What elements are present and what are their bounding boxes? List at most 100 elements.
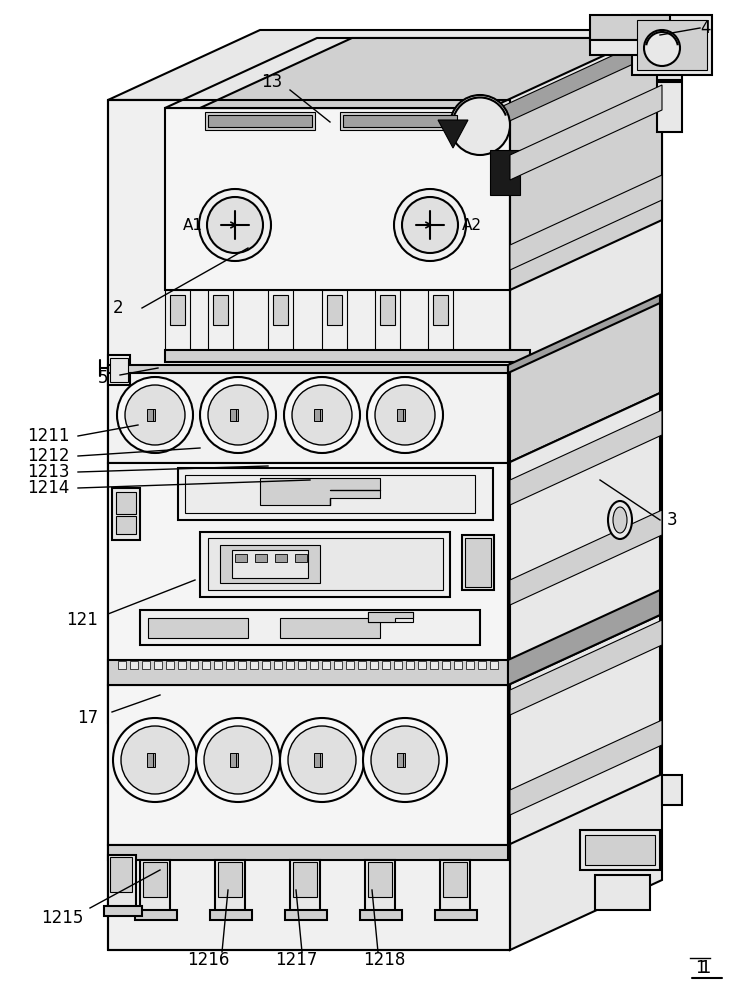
Polygon shape xyxy=(508,590,660,685)
Bar xyxy=(190,661,198,669)
Polygon shape xyxy=(510,38,662,290)
Bar xyxy=(632,15,712,75)
Circle shape xyxy=(375,385,435,445)
Text: 1: 1 xyxy=(700,959,712,977)
Bar xyxy=(327,295,342,325)
Bar xyxy=(298,661,306,669)
Bar xyxy=(165,350,530,362)
Bar xyxy=(368,862,392,897)
Text: 2: 2 xyxy=(113,299,123,317)
Bar xyxy=(490,661,498,669)
Polygon shape xyxy=(490,42,642,130)
Bar xyxy=(360,910,402,920)
Bar xyxy=(140,610,480,645)
Polygon shape xyxy=(438,120,468,148)
Bar xyxy=(397,409,405,421)
Bar xyxy=(262,661,270,669)
Bar xyxy=(110,358,128,382)
Text: 1211: 1211 xyxy=(27,427,69,445)
Bar xyxy=(143,862,167,897)
Bar xyxy=(108,368,508,463)
Circle shape xyxy=(644,30,680,66)
Bar xyxy=(346,661,354,669)
Bar xyxy=(334,661,342,669)
Bar xyxy=(140,860,170,915)
Bar xyxy=(210,910,252,920)
Polygon shape xyxy=(108,30,662,100)
Bar xyxy=(580,830,660,870)
Bar xyxy=(147,409,155,421)
Bar xyxy=(443,862,467,897)
Bar xyxy=(112,488,140,540)
Bar xyxy=(108,100,510,950)
Bar xyxy=(142,661,150,669)
Bar xyxy=(213,295,228,325)
Bar xyxy=(340,112,460,130)
Polygon shape xyxy=(368,612,413,622)
Bar xyxy=(285,910,327,920)
Polygon shape xyxy=(510,720,662,815)
Bar xyxy=(208,290,233,355)
Polygon shape xyxy=(165,38,662,108)
Circle shape xyxy=(288,726,356,794)
Bar xyxy=(255,554,267,562)
Polygon shape xyxy=(662,775,682,805)
Bar xyxy=(226,661,234,669)
Text: A1: A1 xyxy=(183,218,203,232)
Bar xyxy=(108,355,130,385)
Text: 1217: 1217 xyxy=(275,951,317,969)
Circle shape xyxy=(371,726,439,794)
Bar xyxy=(108,855,136,910)
Bar xyxy=(590,15,670,40)
Circle shape xyxy=(196,718,280,802)
Polygon shape xyxy=(508,393,660,723)
Bar xyxy=(406,661,414,669)
Bar xyxy=(657,82,682,132)
Bar xyxy=(428,290,453,355)
Bar xyxy=(273,295,288,325)
Bar xyxy=(118,661,126,669)
Text: 1215: 1215 xyxy=(41,909,83,927)
Bar xyxy=(595,875,650,910)
Ellipse shape xyxy=(613,507,627,533)
Bar xyxy=(418,661,426,669)
Bar xyxy=(290,860,320,915)
Circle shape xyxy=(200,377,276,453)
Bar xyxy=(116,492,136,514)
Circle shape xyxy=(199,189,271,261)
Circle shape xyxy=(117,377,193,453)
Circle shape xyxy=(208,385,268,445)
Text: 17: 17 xyxy=(78,709,99,727)
Bar xyxy=(343,115,457,127)
Bar xyxy=(370,661,378,669)
Circle shape xyxy=(402,197,458,253)
Text: 1213: 1213 xyxy=(27,463,69,481)
Bar xyxy=(250,661,258,669)
Text: 13: 13 xyxy=(261,73,282,91)
Circle shape xyxy=(204,726,272,794)
Bar xyxy=(165,290,190,355)
Bar xyxy=(382,661,390,669)
Bar xyxy=(232,550,308,578)
Bar xyxy=(235,554,247,562)
Text: A2: A2 xyxy=(462,218,482,232)
Bar xyxy=(268,290,293,355)
Bar xyxy=(108,845,508,860)
Bar xyxy=(230,753,238,767)
Polygon shape xyxy=(510,175,662,270)
Circle shape xyxy=(284,377,360,453)
Bar xyxy=(208,115,312,127)
Bar xyxy=(585,835,655,865)
Bar xyxy=(214,661,222,669)
Bar xyxy=(274,661,282,669)
Polygon shape xyxy=(200,38,642,108)
Bar xyxy=(397,753,405,767)
Polygon shape xyxy=(508,615,660,845)
Text: 1: 1 xyxy=(695,959,706,977)
Polygon shape xyxy=(508,295,660,373)
Text: 1216: 1216 xyxy=(187,951,229,969)
Bar xyxy=(433,295,448,325)
Circle shape xyxy=(363,718,447,802)
Bar xyxy=(295,554,307,562)
Bar xyxy=(394,661,402,669)
